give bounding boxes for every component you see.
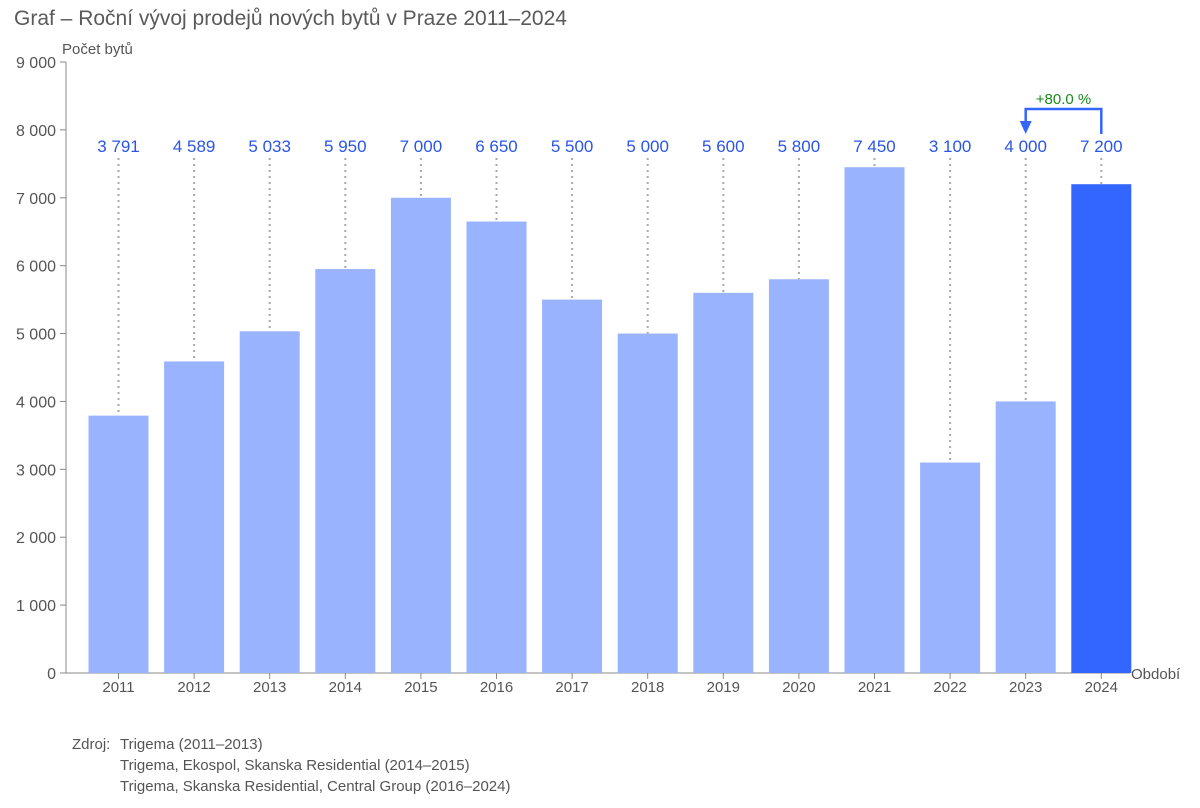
x-tick-label: 2014 [329,679,362,696]
x-tick-label: 2013 [253,679,286,696]
source-line-1: Trigema (2011–2013) [120,736,263,753]
bar-2013 [239,331,300,673]
x-axis-label: Období [1131,666,1181,683]
bar-2024 [1071,184,1132,673]
growth-bracket [1024,107,1103,134]
value-label-2019: 5 600 [702,137,745,156]
value-labels: 3 791 4 589 5 033 5 950 7 000 6 650 5 500 5 000… [97,137,1122,156]
bar-2012 [164,361,225,673]
bar-2014 [315,269,376,673]
growth-arrow-icon [1019,121,1032,134]
bar-2021 [844,167,905,673]
chart-title: Graf – Roční vývoj prodejů nových bytů v… [14,7,567,30]
bar-2018 [617,333,678,673]
value-label-2023: 4 000 [1004,137,1047,156]
growth-annotation: +80.0 % [1019,91,1103,134]
source-note: Zdroj: Trigema (2011–2013) Trigema, Ekos… [72,734,510,797]
source-line-3: Trigema, Skanska Residential, Central Gr… [120,778,511,795]
x-tick-label: 2022 [933,679,966,696]
bar-chart: Počet bytů Období 3 791 4 589 5 033 5 950 7 … [16,41,1181,696]
y-tick-label: 1 000 [16,598,56,615]
value-label-2020: 5 800 [778,137,821,156]
y-tick-label: 8 000 [16,123,56,140]
bar-2017 [542,299,603,673]
value-label-2022: 3 100 [929,137,972,156]
bar-2022 [920,462,981,673]
growth-label: +80.0 % [1036,91,1091,108]
value-label-2021: 7 450 [853,137,896,156]
value-label-2013: 5 033 [248,137,291,156]
x-tick-labels: 2011 2012 2013 2014 2015 2016 2017 2018 2019 2020… [102,679,1118,696]
y-tick-label: 2 000 [16,530,56,547]
x-tick-label: 2018 [631,679,664,696]
y-tick-label: 7 000 [16,191,56,208]
value-label-2017: 5 500 [551,137,594,156]
y-axis-label: Počet bytů [62,41,133,58]
bar-2023 [995,401,1056,673]
y-tick-label: 3 000 [16,462,56,479]
y-tick-label: 0 [47,666,56,683]
bar-2019 [693,292,754,673]
value-label-2011: 3 791 [97,137,140,156]
x-tick-label: 2021 [858,679,891,696]
x-tick-label: 2020 [782,679,815,696]
y-tick-label: 4 000 [16,394,56,411]
x-tick-label: 2011 [102,679,134,696]
value-label-2014: 5 950 [324,137,367,156]
bar-2011 [88,415,149,673]
x-tick-label: 2016 [480,679,513,696]
bar-2016 [466,221,527,674]
x-tick-label: 2015 [404,679,437,696]
bars [88,167,1132,674]
source-line-2: Trigema, Ekospol, Skanska Residential (2… [120,757,470,774]
bar-2015 [390,197,451,673]
y-tick-label: 9 000 [16,55,56,72]
value-label-2015: 7 000 [400,137,443,156]
x-tick-label: 2023 [1009,679,1042,696]
guide-lines [117,158,1103,463]
bar-2020 [768,279,829,673]
value-label-2024: 7 200 [1080,137,1123,156]
source-label: Zdroj: [72,736,111,753]
y-tick-labels: 0 1 000 2 000 3 000 4 000 5 000 6 000 7 000 8 00… [16,55,56,683]
y-tick-label: 6 000 [16,259,56,276]
x-tick-label: 2024 [1085,679,1118,696]
x-tick-label: 2012 [177,679,210,696]
y-tick-label: 5 000 [16,327,56,344]
value-label-2018: 5 000 [626,137,669,156]
x-tick-label: 2017 [555,679,588,696]
value-label-2016: 6 650 [475,137,518,156]
x-tick-label: 2019 [707,679,740,696]
value-label-2012: 4 589 [173,137,216,156]
